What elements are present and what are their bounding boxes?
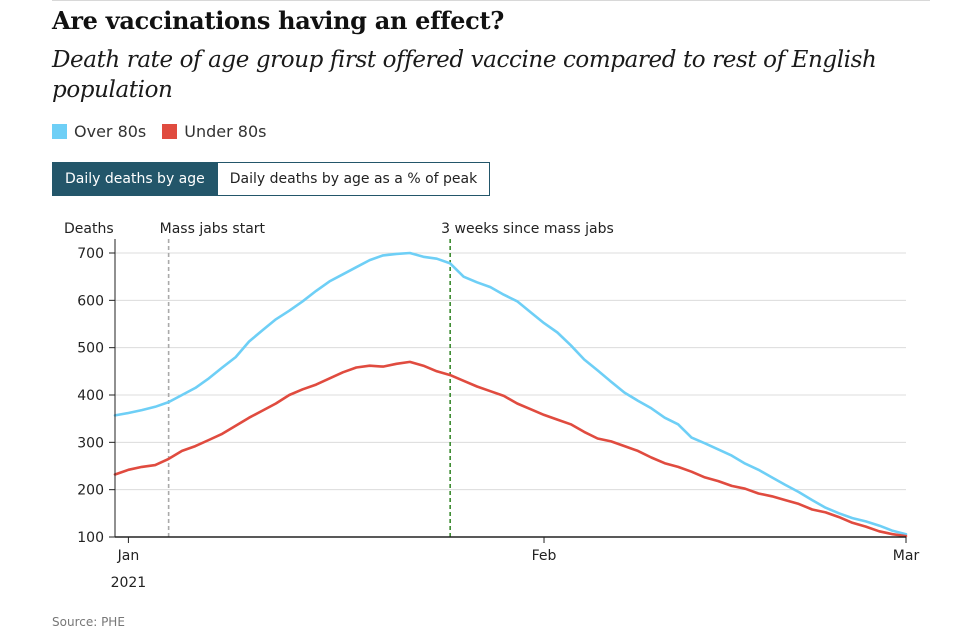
legend-item-over-80s: Over 80s — [52, 122, 146, 141]
legend-label-over-80s: Over 80s — [74, 122, 147, 141]
y-tick-label-700: 700 — [77, 246, 104, 262]
y-tick-label-500: 500 — [77, 341, 104, 357]
chart-subtitle: Death rate of age group first offered va… — [52, 47, 877, 103]
y-tick-label-200: 200 — [77, 483, 104, 499]
y-tick-label-300: 300 — [77, 435, 104, 451]
tab-daily-deaths[interactable]: Daily deaths by age — [52, 162, 218, 196]
tab-daily-deaths-percent-of-peak[interactable]: Daily deaths by age as a % of peak — [217, 162, 491, 196]
axes: 100 200 300 400 500 600 700 Deaths Jan 2021 Feb Mar — [64, 221, 919, 591]
gridlines — [115, 252, 906, 538]
source-note: Source: PHE — [52, 615, 125, 629]
x-tick-label-feb: Feb — [532, 548, 557, 564]
series-lines — [113, 251, 908, 538]
annotation-label-1: 3 weeks since mass jabs — [441, 221, 614, 237]
legend-swatch-over-80s — [52, 124, 67, 139]
x-tick-label-jan: Jan — [117, 548, 140, 564]
legend-swatch-under-80s — [162, 124, 178, 139]
legend-item-under-80s: Under 80s — [162, 122, 266, 141]
y-axis-label: Deaths — [64, 221, 114, 237]
series-line-over-80s — [113, 251, 908, 536]
annotations: Mass jabs start 3 weeks since mass jabs — [160, 221, 614, 537]
chart-title: Are vaccinations having an effect? — [52, 6, 505, 35]
series-line-under-80s — [113, 360, 908, 538]
y-tick-label-100: 100 — [77, 530, 104, 546]
annotation-label-0: Mass jabs start — [160, 221, 266, 237]
y-tick-label-600: 600 — [77, 293, 104, 309]
legend: Over 80s Under 80s — [52, 122, 282, 141]
x-tick-label-mar: Mar — [893, 548, 920, 564]
y-tick-label-400: 400 — [77, 388, 104, 404]
x-tick-sublabel-year: 2021 — [111, 575, 147, 591]
view-tabs: Daily deaths by age Daily deaths by age … — [52, 162, 491, 196]
line-chart: Mass jabs start 3 weeks since mass jabs 1… — [64, 221, 919, 591]
legend-label-under-80s: Under 80s — [184, 122, 267, 141]
top-rule — [52, 0, 930, 1]
